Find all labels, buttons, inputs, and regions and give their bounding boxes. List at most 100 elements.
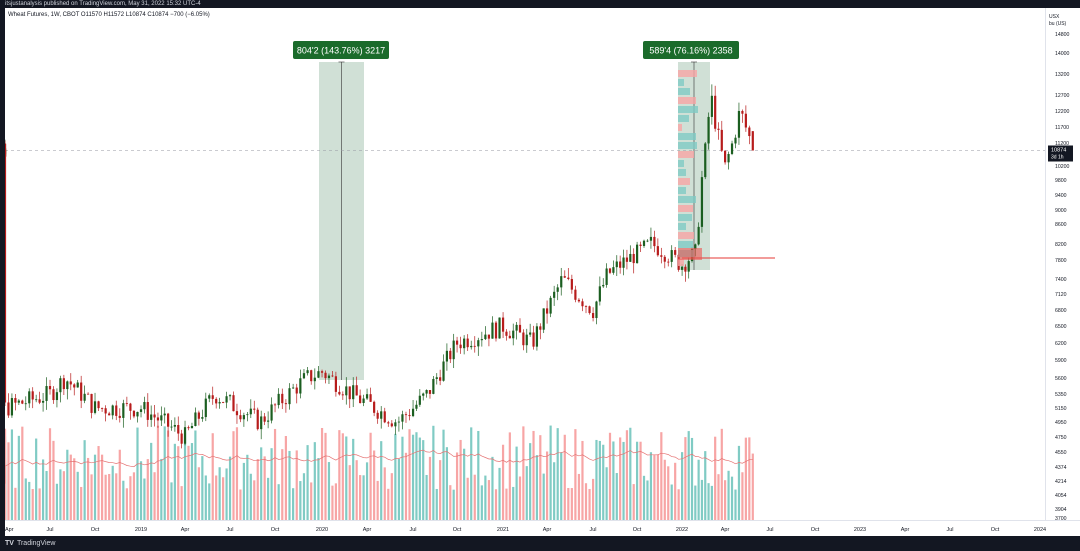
candle-body (480, 339, 483, 341)
volume-bar (390, 473, 393, 520)
price-axis[interactable]: 14800 14000 13200 12700 12200 11700 11200 10200… (1045, 8, 1080, 522)
candle-body (556, 287, 559, 292)
time-tick-label: Oct (91, 527, 100, 533)
candle-body (512, 330, 515, 339)
volume-bar (362, 475, 365, 520)
volume-bar (132, 472, 136, 520)
volume-bar (66, 449, 69, 520)
volume-bar (452, 489, 455, 520)
volume-bar (449, 485, 452, 520)
volume-bar (684, 437, 687, 520)
candle-body (545, 308, 549, 314)
volume-bar (45, 471, 48, 520)
volume-bar (748, 437, 751, 520)
volume-profile-bar (678, 142, 697, 149)
volume-bar (518, 476, 522, 520)
plot-area[interactable]: 804'2 (143.76%) 3217 589'4 (76.16%) 2358 (3, 8, 1045, 520)
volume-bar (522, 426, 525, 520)
volume-bar (302, 473, 306, 520)
volume-bar (345, 436, 348, 520)
volume-bar (512, 486, 515, 520)
candle-body (717, 128, 720, 130)
candle-body (59, 378, 62, 393)
candle-body (491, 322, 494, 339)
volume-bar (281, 449, 284, 520)
candle-body (629, 253, 632, 262)
volume-bar (41, 459, 45, 520)
candle-body (310, 370, 313, 382)
candle-body (741, 110, 744, 114)
candle-body (302, 373, 306, 379)
time-tick-label: Apr (5, 527, 14, 533)
volume-profile-bar (678, 70, 697, 77)
price-chart[interactable]: 804'2 (143.76%) 3217 589'4 (76.16%) 2358 (3, 8, 1045, 520)
candle-body (411, 408, 415, 417)
candle-body (687, 261, 690, 272)
time-axis[interactable]: Apr Jul Oct 2019 Apr Jul Oct 2020 Apr Jul Oct 2021 A… (5, 520, 1080, 536)
volume-bar (104, 474, 107, 520)
volume-bar (235, 427, 239, 520)
countdown-label: 3d 1h (1051, 154, 1064, 160)
candle-body (737, 110, 741, 138)
measure-label-box-1 (293, 41, 389, 59)
footer-brand[interactable]: TV TradingView (5, 538, 55, 550)
volume-bar (639, 441, 642, 520)
volume-bar (292, 488, 295, 520)
volume-bar (83, 440, 86, 520)
candle-body (542, 308, 545, 330)
candle-body (215, 398, 218, 404)
candle-body (539, 326, 542, 330)
volume-profile-bar (678, 205, 693, 212)
candle-body (76, 382, 79, 388)
candle-body (299, 378, 302, 394)
candle-body (612, 267, 615, 273)
candle-body (535, 326, 539, 347)
price-tick-label: 9400 (1055, 193, 1067, 199)
candle-body (100, 408, 104, 409)
candle-body (707, 116, 710, 144)
volume-bar (674, 462, 677, 520)
candle-body (295, 387, 298, 394)
candle-body (284, 403, 287, 405)
volume-bar (687, 431, 690, 520)
candle-body (380, 411, 383, 419)
candle-body (150, 414, 153, 420)
candle-body (602, 284, 605, 287)
candle-body (7, 402, 10, 416)
candle-body (418, 395, 421, 405)
candle-body (45, 386, 48, 401)
price-tick-label: 8600 (1055, 222, 1067, 228)
candle-body (449, 350, 452, 360)
candle-body (663, 256, 666, 262)
candle-body (730, 143, 734, 154)
time-tick-label: Jul (226, 527, 233, 533)
candle-body (422, 393, 425, 396)
volume-bar (560, 452, 563, 520)
candle-body (727, 153, 730, 163)
volume-bar (401, 436, 404, 520)
volume-bar (734, 489, 737, 520)
volume-bar (690, 437, 694, 520)
candle-body (700, 177, 704, 227)
candle-body (455, 340, 459, 345)
volume-bar (139, 461, 143, 520)
candle-body (83, 393, 86, 401)
volume-bar (256, 459, 259, 520)
price-tick-label: 5350 (1055, 392, 1067, 398)
volume-bar (111, 465, 114, 520)
candle-body (365, 394, 369, 399)
candle-body (306, 370, 309, 374)
candle-body (584, 306, 588, 308)
candle-body (136, 411, 139, 417)
candle-body (180, 433, 183, 444)
volume-profile-bar (678, 124, 682, 131)
candle-body (331, 375, 334, 377)
candle-body (167, 413, 170, 427)
candle-body (270, 404, 273, 421)
volume-bar (432, 425, 435, 520)
candle-body (660, 255, 663, 257)
candle-body (187, 427, 190, 429)
candle-body (292, 387, 295, 389)
volume-bar (242, 462, 245, 520)
